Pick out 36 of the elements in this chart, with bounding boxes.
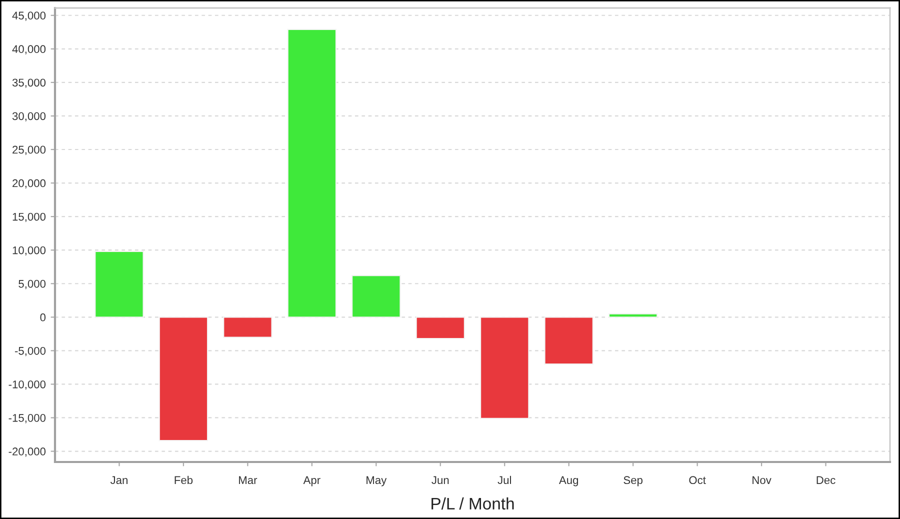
x-tick-label: Sep [624, 476, 642, 486]
x-tick-label: Feb [174, 476, 193, 484]
y-tick-label: -10,000 [8, 380, 46, 390]
y-tick-label: 40,000 [12, 45, 46, 54]
x-tick-label: Jul [498, 476, 511, 484]
x-tick-label: Nov [752, 476, 772, 484]
y-tick-label: 5,000 [18, 280, 46, 290]
x-tick-label: Oct [689, 476, 706, 484]
bar [223, 316, 272, 338]
bar [352, 275, 401, 318]
y-tick-label: 0 [40, 313, 46, 322]
bar [608, 313, 658, 318]
y-tick-label: -5,000 [14, 346, 46, 356]
bar [158, 316, 208, 442]
y-tick-label: 30,000 [12, 112, 46, 122]
x-tick-label: May [366, 476, 387, 486]
bar [287, 28, 337, 318]
x-tick-label: Jun [432, 476, 449, 484]
x-tick-label: Mar [239, 476, 258, 484]
x-tick-label: Aug [558, 476, 578, 486]
x-tick-label: Dec [816, 476, 836, 484]
y-tick-label: 35,000 [12, 78, 46, 88]
y-tick-label: 45,000 [12, 12, 46, 21]
y-tick-label: -20,000 [8, 448, 46, 457]
x-tick-label: Jan [110, 476, 128, 484]
y-tick-label: 10,000 [12, 246, 46, 256]
y-tick-label: 25,000 [12, 146, 46, 155]
x-tick-label: Apr [303, 476, 320, 486]
y-tick-label: 15,000 [12, 212, 46, 222]
y-tick-label: -15,000 [8, 414, 46, 424]
bar [416, 316, 466, 340]
bar [94, 250, 144, 318]
bar [544, 316, 594, 365]
x-axis-title: P/L / Month [432, 497, 514, 510]
y-tick-label: 20,000 [12, 179, 46, 188]
bar [480, 316, 530, 419]
